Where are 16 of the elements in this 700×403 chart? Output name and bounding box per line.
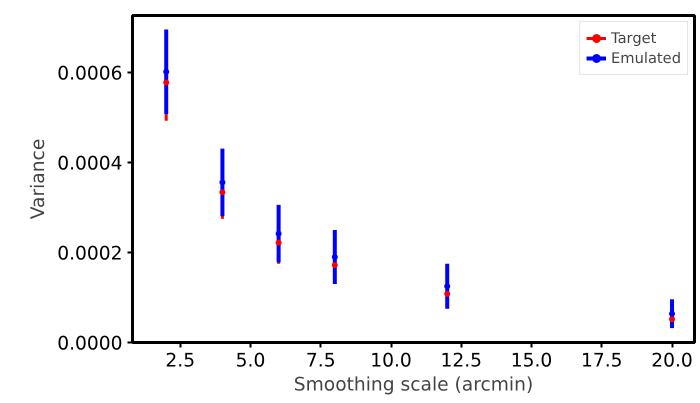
x-tick-label: 20.0 — [651, 350, 693, 372]
x-tick-label: 7.5 — [306, 350, 336, 372]
legend-label: Emulated — [611, 50, 681, 66]
x-tick-label: 17.5 — [581, 350, 623, 372]
x-tick-label: 5.0 — [236, 350, 266, 372]
x-axis-title: Smoothing scale (arcmin) — [294, 374, 534, 396]
x-tick-label: 12.5 — [440, 350, 482, 372]
legend-label: Target — [611, 30, 656, 46]
y-tick-label: 0.0006 — [57, 64, 123, 85]
x-tick-label: 10.0 — [370, 350, 412, 372]
y-axis-title: Variance — [28, 138, 50, 220]
x-tick-label: 2.5 — [165, 350, 196, 372]
y-tick-label: 0.0002 — [57, 244, 123, 265]
y-tick-label: 0.0004 — [57, 154, 123, 175]
x-tick-label: 15.0 — [510, 350, 552, 372]
y-tick-label: 0.0000 — [57, 334, 123, 354]
